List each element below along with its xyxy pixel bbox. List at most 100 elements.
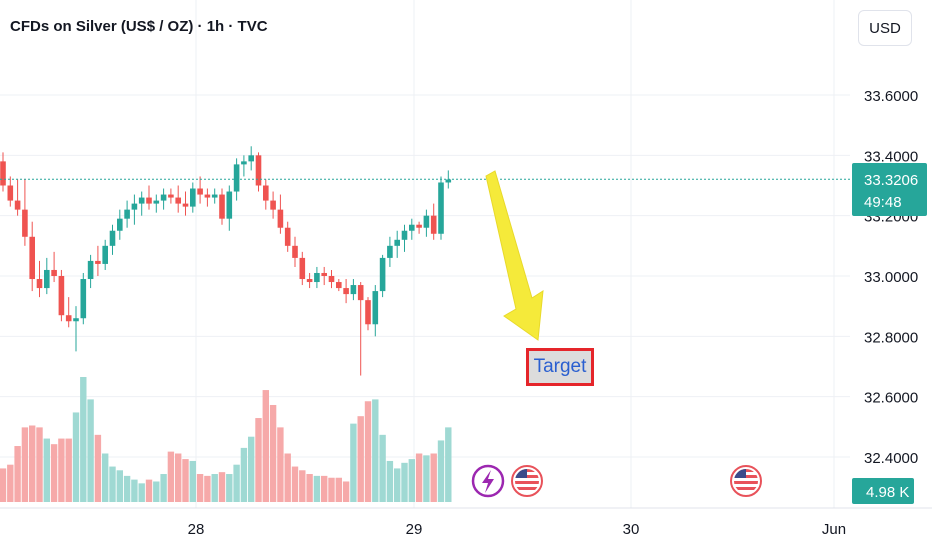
volume-bar	[284, 453, 291, 502]
candle	[409, 218, 415, 240]
last-price-value: 33.3206	[864, 172, 918, 189]
candle-body	[211, 194, 218, 198]
volume-tag: 4.98 K	[852, 478, 914, 504]
candle	[379, 254, 386, 298]
candle	[65, 297, 72, 328]
volume-bar	[357, 416, 364, 502]
volume-bar	[0, 468, 7, 502]
candle	[160, 188, 167, 210]
volume-bar	[306, 474, 313, 502]
candle-body	[299, 257, 306, 280]
candle	[80, 272, 87, 325]
candle-body	[277, 209, 284, 228]
candle	[190, 182, 196, 213]
candle-body	[270, 200, 276, 210]
volume-bar	[145, 479, 153, 502]
candle-body	[306, 279, 313, 283]
volume-bar	[58, 438, 65, 502]
candle	[284, 221, 291, 252]
bar-countdown: 49:48	[864, 194, 902, 211]
candle	[197, 176, 203, 204]
grid-lines	[0, 0, 850, 508]
candle-body	[73, 318, 79, 322]
candle	[7, 176, 14, 207]
candle-body	[343, 288, 349, 295]
candle-body	[438, 182, 444, 234]
volume-bar	[80, 377, 87, 502]
candle-body	[241, 161, 247, 165]
candle-body	[248, 155, 254, 162]
candle-body	[226, 191, 233, 219]
candle	[394, 230, 400, 258]
candle-body	[409, 224, 415, 231]
candle	[73, 306, 79, 352]
candle	[146, 185, 152, 210]
volume-bar	[394, 468, 401, 502]
volume-bar	[167, 451, 175, 502]
candle-body	[153, 200, 160, 204]
candle-body	[423, 215, 430, 228]
candle	[102, 239, 108, 270]
volume-bar	[321, 475, 328, 502]
volume-bar	[364, 401, 372, 502]
volume-bar	[14, 446, 21, 502]
time-axis[interactable]: 28 29 30 Jun	[0, 507, 932, 538]
candle-body	[168, 194, 174, 198]
volume-bar	[291, 466, 299, 502]
candle	[58, 269, 65, 322]
candle	[44, 257, 50, 295]
volume-bar	[72, 412, 80, 502]
candle	[350, 279, 357, 301]
volume-bar	[372, 399, 379, 502]
volume-bar	[160, 474, 167, 502]
currency-button[interactable]: USD	[858, 10, 912, 46]
volume-bar	[233, 464, 240, 502]
candle-body	[314, 272, 320, 283]
volume-bar	[423, 455, 430, 502]
candle	[357, 282, 364, 376]
candle-body	[44, 269, 50, 289]
volume-bar	[277, 427, 284, 502]
candle-body	[146, 197, 152, 204]
candle	[95, 245, 101, 276]
candle	[182, 191, 189, 216]
volume-bar	[182, 459, 189, 502]
y-tick-label: 33.4000	[864, 148, 918, 165]
volume-bar	[269, 404, 277, 502]
candle	[423, 209, 430, 237]
candle-body	[109, 230, 116, 246]
candle	[131, 194, 138, 225]
candle-body	[219, 194, 225, 219]
volume-bar	[218, 472, 226, 502]
price-axis[interactable]: 33.600033.400033.200033.000032.800032.60…	[864, 88, 918, 467]
candle	[372, 285, 379, 337]
candle	[328, 269, 335, 289]
volume-bar	[123, 475, 131, 502]
volume-bar	[204, 475, 211, 502]
volume-bar	[50, 444, 58, 502]
candle	[168, 188, 174, 204]
candle-body	[175, 197, 181, 204]
candle	[175, 185, 181, 213]
volume-bar	[36, 427, 43, 502]
candle	[153, 194, 160, 213]
candle-body	[387, 245, 393, 258]
y-tick-label: 32.6000	[864, 390, 918, 407]
candle-body	[0, 161, 6, 186]
us-flag-icon[interactable]	[730, 465, 762, 497]
candle	[14, 179, 21, 216]
candle-body	[65, 315, 72, 322]
candle	[241, 155, 247, 177]
volume-bar	[43, 438, 50, 502]
lightning-icon[interactable]	[471, 464, 505, 498]
volume-bar	[350, 423, 357, 502]
x-tick-label: Jun	[822, 521, 846, 538]
candle	[117, 209, 123, 240]
candle	[124, 200, 130, 228]
us-flag-icon[interactable]	[511, 465, 543, 497]
candle-body	[182, 203, 189, 207]
candle-body	[416, 224, 422, 228]
volume-bar	[29, 425, 36, 502]
